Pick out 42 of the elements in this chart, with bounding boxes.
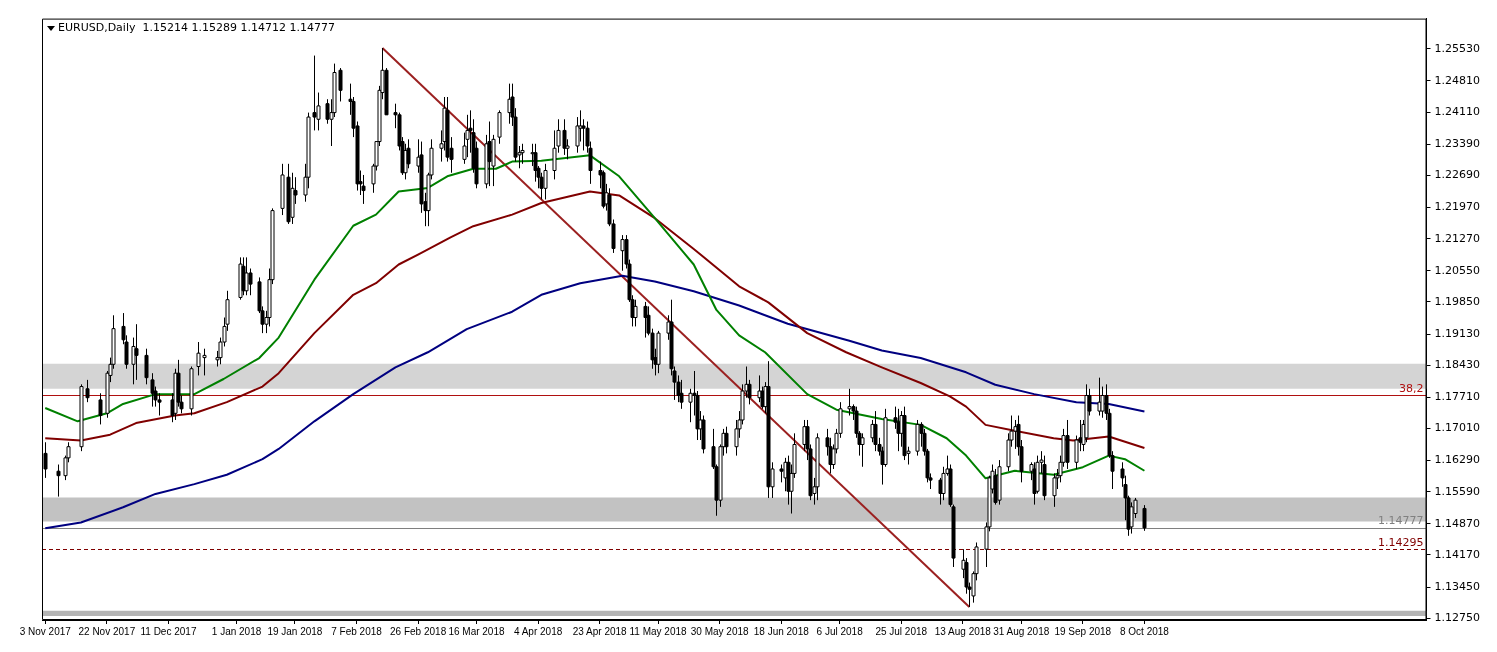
y-tick-label: 1.14170 <box>1434 547 1481 561</box>
y-tick-label: 1.24110 <box>1434 105 1481 119</box>
y-tick-label: 1.22690 <box>1434 168 1481 182</box>
y-tick-label: 1.19130 <box>1434 326 1481 340</box>
y-tick-label: 1.17710 <box>1434 390 1481 404</box>
x-tick-label: 13 Aug 2018 <box>934 625 992 637</box>
annotation: 38,2 <box>1399 381 1424 395</box>
y-tick-label: 1.12750 <box>1434 611 1481 625</box>
x-tick-label: 26 Feb 2018 <box>390 625 447 637</box>
x-tick-label: 3 Nov 2017 <box>19 625 72 637</box>
x-tick-label: 19 Jan 2018 <box>267 625 323 637</box>
ref-line-label: 1.14295 <box>1378 535 1424 549</box>
y-tick-label: 1.25530 <box>1434 41 1481 55</box>
x-tick-label: 6 Jul 2018 <box>816 625 864 637</box>
x-tick-label: 30 May 2018 <box>690 625 750 637</box>
ref-line-label: 1.14777 <box>1378 514 1424 528</box>
x-tick-label: 7 Feb 2018 <box>331 625 383 637</box>
y-tick-label: 1.13450 <box>1434 579 1481 593</box>
x-tick-label: 1 Jan 2018 <box>211 625 262 637</box>
x-tick-label: 25 Jul 2018 <box>875 625 928 637</box>
y-tick-label: 1.19850 <box>1434 294 1481 308</box>
y-tick-label: 1.14870 <box>1434 516 1481 530</box>
x-tick-label: 19 Sep 2018 <box>1054 625 1112 637</box>
y-tick-label: 1.21970 <box>1434 200 1481 214</box>
x-tick-label: 8 Oct 2018 <box>1119 625 1170 637</box>
chart-title: EURUSD,Daily 1.15214 1.15289 1.14712 1.14777 <box>58 20 335 34</box>
y-tick-label: 1.17010 <box>1434 421 1481 435</box>
y-tick-label: 1.16290 <box>1434 453 1481 467</box>
x-tick-label: 11 Dec 2017 <box>140 625 197 637</box>
x-tick-label: 23 Apr 2018 <box>572 625 628 637</box>
x-tick-label: 11 May 2018 <box>629 625 688 637</box>
y-tick-label: 1.24810 <box>1434 73 1481 87</box>
x-tick-label: 22 Nov 2017 <box>78 625 136 637</box>
x-tick-label: 31 Aug 2018 <box>993 625 1050 637</box>
y-tick-label: 1.23390 <box>1434 137 1481 151</box>
y-tick-label: 1.18430 <box>1434 358 1481 372</box>
x-tick-label: 16 Mar 2018 <box>448 625 505 637</box>
y-tick-label: 1.15590 <box>1434 484 1481 498</box>
y-tick-label: 1.20550 <box>1434 263 1481 277</box>
x-tick-label: 18 Jun 2018 <box>753 625 810 637</box>
y-tick-label: 1.21270 <box>1434 231 1481 245</box>
x-tick-label: 4 Apr 2018 <box>513 625 563 637</box>
